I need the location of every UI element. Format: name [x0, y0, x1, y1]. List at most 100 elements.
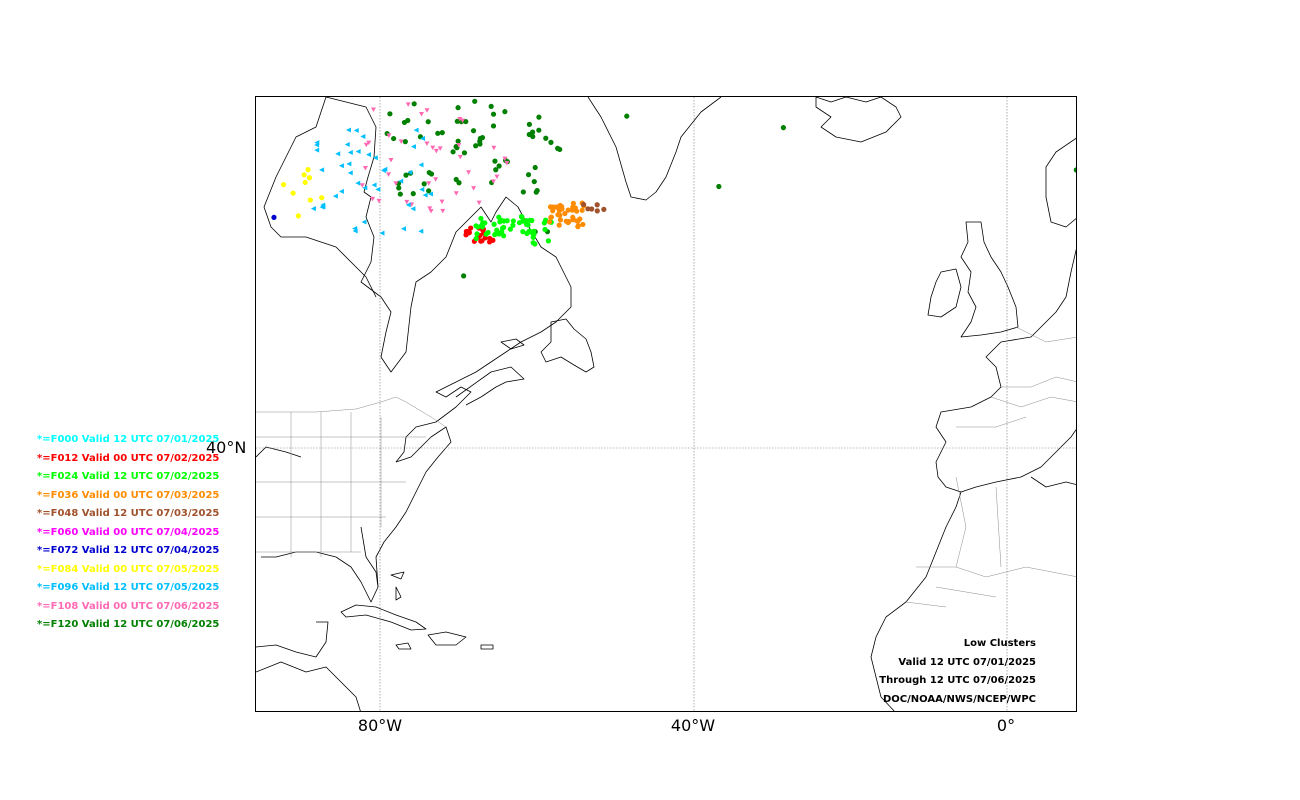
cluster-marker	[403, 172, 409, 178]
coast-nova-scotia	[455, 366, 525, 406]
cluster-marker	[455, 105, 461, 111]
cluster-marker	[433, 148, 439, 154]
cluster-marker	[402, 139, 408, 145]
cluster-marker	[398, 139, 404, 145]
cluster-marker	[589, 206, 595, 212]
cluster-marker	[419, 187, 425, 193]
cluster-marker	[391, 135, 397, 142]
cluster-marker	[492, 158, 498, 164]
cluster-marker	[435, 130, 441, 136]
cluster-marker	[556, 222, 562, 228]
cluster-marker	[332, 193, 338, 199]
cluster-marker	[363, 142, 369, 148]
border-africa	[905, 476, 1076, 608]
cluster-marker	[424, 108, 430, 113]
coast-great-britain	[960, 221, 1019, 338]
cluster-marker	[410, 191, 416, 197]
cluster-marker	[496, 214, 502, 220]
cluster-marker	[440, 208, 446, 214]
cluster-marker	[496, 231, 502, 237]
cluster-marker	[393, 181, 399, 186]
cluster-marker	[401, 226, 407, 232]
cluster-marker	[422, 192, 428, 198]
cluster-marker	[601, 206, 607, 212]
cluster-marker	[347, 149, 353, 155]
cluster-marker	[570, 204, 576, 210]
cluster-marker	[507, 226, 513, 232]
info-through: Through 12 UTC 07/06/2025	[879, 675, 1036, 686]
border-us-canada	[256, 396, 447, 428]
coast-africa-east	[1030, 476, 1076, 488]
cluster-marker	[526, 121, 533, 127]
cluster-marker	[314, 140, 320, 146]
cluster-marker	[426, 188, 432, 194]
cluster-marker	[463, 118, 469, 125]
cluster-marker	[501, 233, 507, 239]
map-frame	[255, 96, 1077, 712]
lon-label-80w: 80°W	[357, 716, 403, 735]
cluster-marker	[476, 200, 482, 206]
cluster-marker	[418, 228, 424, 234]
cluster-marker	[504, 161, 510, 166]
cluster-marker	[575, 223, 581, 229]
cluster-marker	[497, 219, 503, 225]
cluster-marker	[525, 172, 532, 178]
cluster-marker	[335, 151, 341, 157]
legend-item: *=F012 Valid 00 UTC 07/02/2025	[37, 452, 220, 464]
cluster-marker	[490, 123, 497, 129]
cluster-marker	[478, 215, 484, 222]
cluster-marker	[473, 143, 479, 149]
cluster-marker	[396, 185, 402, 191]
cluster-marker	[491, 221, 497, 227]
cluster-marker	[386, 133, 392, 138]
lon-label-40w: 40°W	[670, 716, 716, 735]
cluster-marker	[529, 129, 536, 135]
cluster-marker	[405, 117, 411, 124]
cluster-marker	[346, 161, 352, 167]
legend-item: *=F000 Valid 12 UTC 07/01/2025	[37, 434, 220, 445]
cluster-marker	[557, 217, 564, 223]
cluster-marker	[624, 113, 630, 119]
cluster-marker	[370, 196, 376, 202]
cluster-marker	[542, 226, 548, 233]
cluster-marker	[419, 111, 425, 117]
cluster-marker	[404, 199, 410, 205]
cluster-marker	[456, 180, 462, 186]
cluster-marker	[483, 231, 489, 237]
cluster-marker	[424, 141, 430, 146]
cluster-marker	[418, 162, 424, 168]
cluster-marker	[361, 219, 367, 225]
coast-ireland	[927, 268, 962, 318]
cluster-marker	[450, 149, 456, 155]
info-title: Low Clusters	[963, 638, 1036, 649]
cluster-marker	[413, 127, 419, 133]
cluster-marker	[427, 206, 433, 211]
legend-item: *=F120 Valid 12 UTC 07/06/2025	[37, 619, 220, 630]
coast-greenland	[587, 97, 722, 201]
cluster-marker	[580, 201, 587, 208]
cluster-marker	[557, 212, 563, 218]
cluster-marker	[421, 181, 427, 187]
coast-cuba	[340, 604, 427, 631]
cluster-marker	[428, 191, 434, 197]
cluster-marker	[541, 220, 547, 226]
coast-puerto-rico	[480, 644, 494, 650]
lat-label-40n: 40°N	[206, 438, 247, 457]
cluster-marker	[306, 175, 313, 181]
cluster-marker	[305, 167, 311, 173]
cluster-marker	[534, 187, 540, 194]
coast-jamaica	[395, 642, 412, 650]
cluster-marker	[405, 102, 411, 107]
cluster-marker	[565, 219, 571, 226]
cluster-marker	[362, 166, 368, 171]
cluster-marker	[430, 145, 436, 151]
cluster-marker	[366, 140, 372, 146]
cluster-marker	[456, 143, 462, 148]
legend-item: *=F036 Valid 00 UTC 07/03/2025	[37, 489, 220, 501]
cluster-marker	[347, 170, 353, 176]
cluster-marker	[532, 164, 538, 171]
cluster-marker	[479, 134, 486, 141]
lon-label-0: 0°	[996, 716, 1016, 735]
cluster-marker	[466, 170, 472, 175]
cluster-marker	[386, 172, 392, 177]
